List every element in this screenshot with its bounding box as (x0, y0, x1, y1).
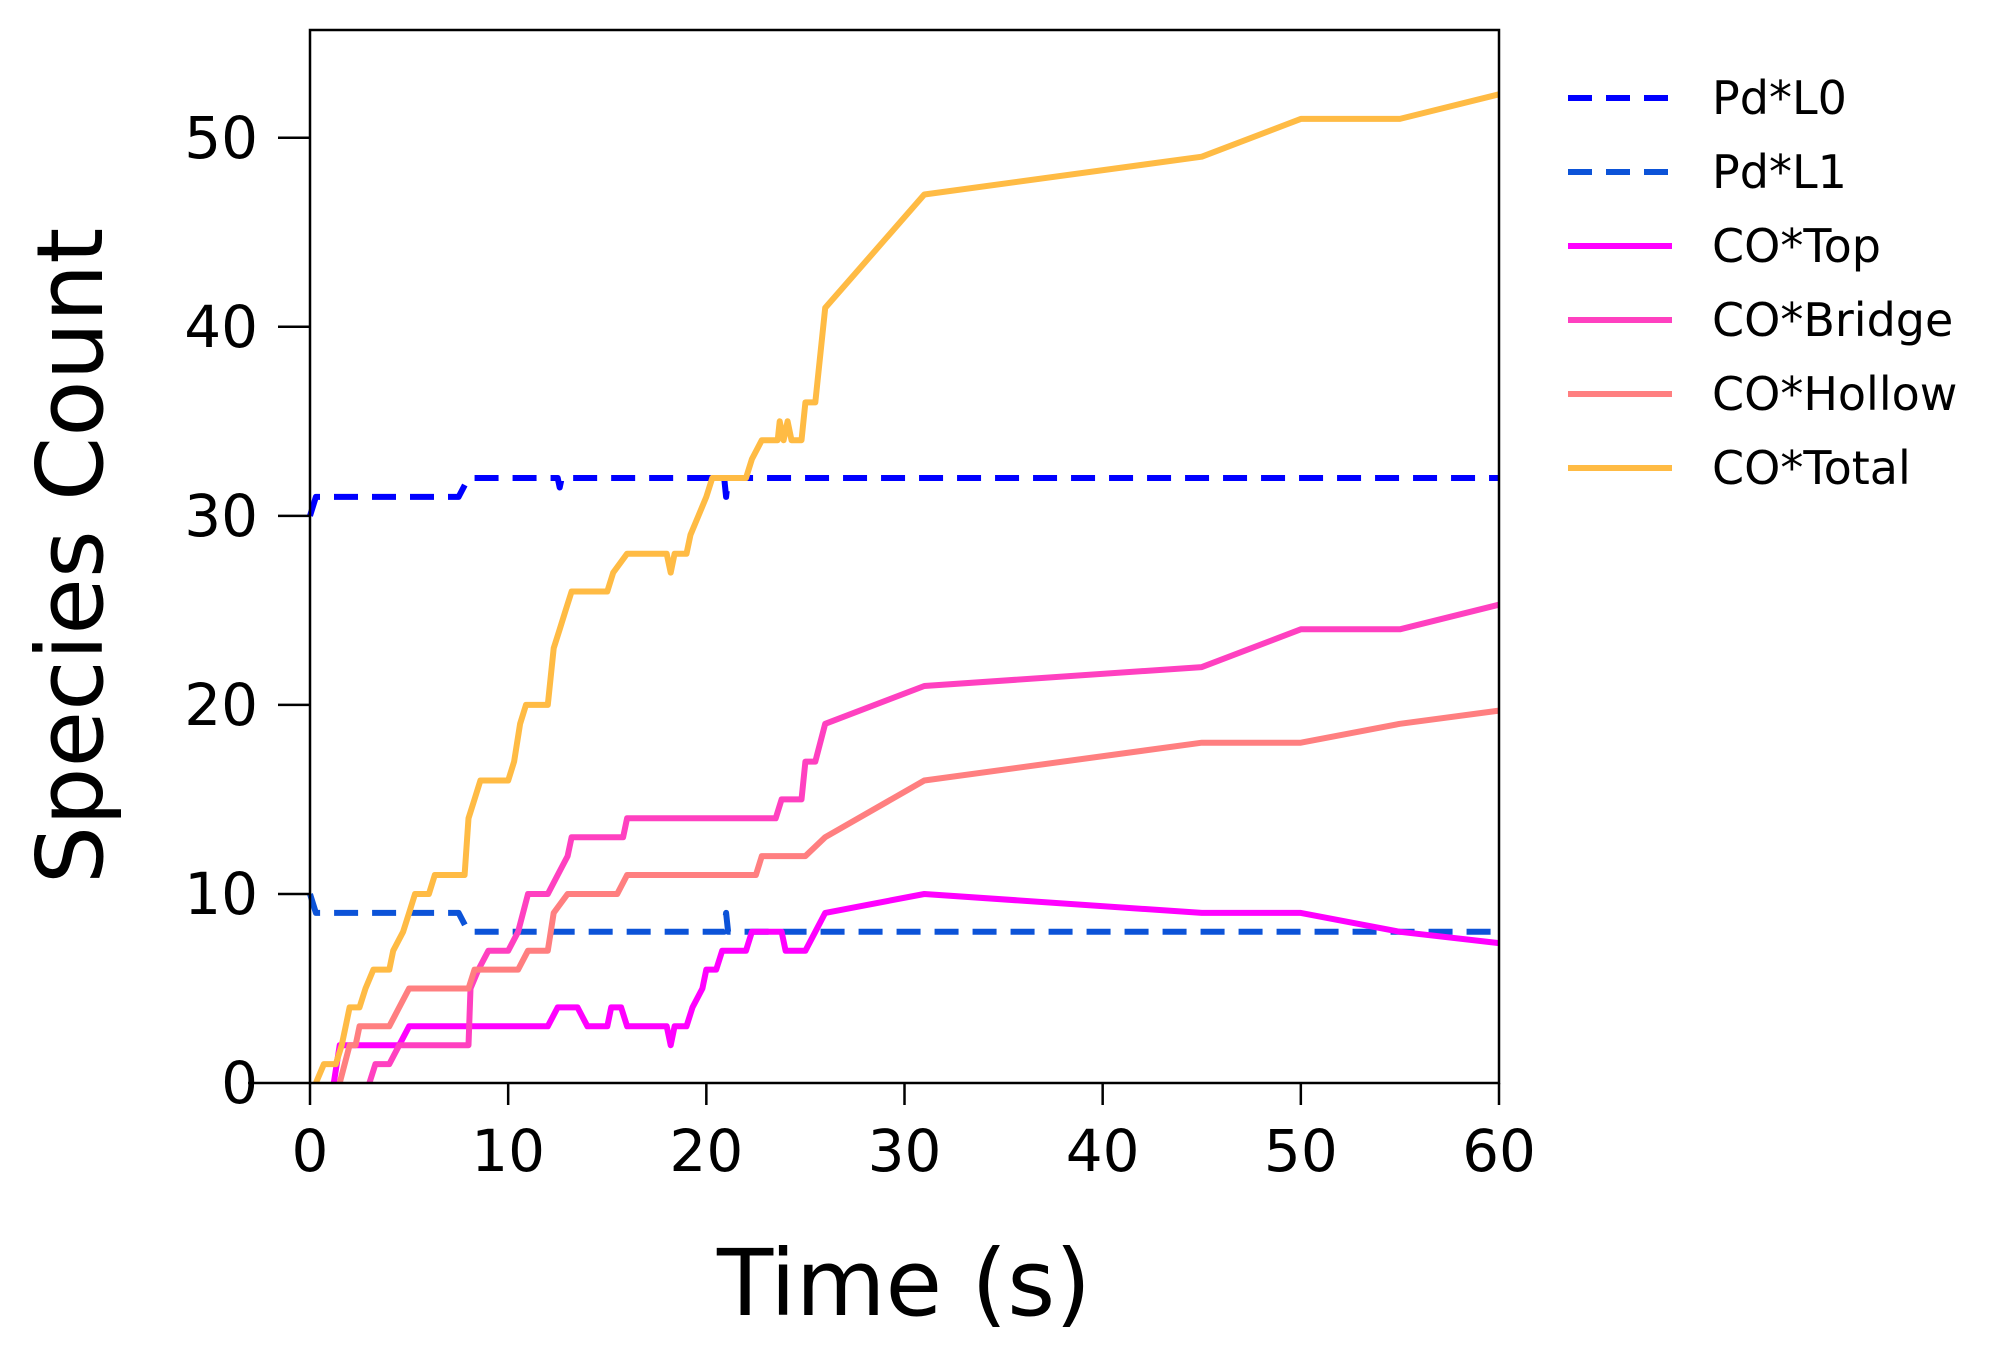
y-tick-label-4: 40 (184, 293, 258, 361)
y-axis-title: Species Count (17, 228, 124, 885)
series-line-5 (313, 91, 1500, 1085)
series-line-2 (330, 891, 1500, 1084)
legend: Pd*L0 Pd*L1 CO*Top CO*Bridge CO*Hollow CO*Tot… (1568, 71, 1957, 495)
legend-label-1: Pd*L1 (1712, 145, 1847, 199)
x-tick-label-3: 30 (868, 1117, 942, 1185)
y-tick-label-1: 10 (184, 860, 258, 928)
y-tick-label-5: 50 (184, 104, 258, 172)
series-line-0 (307, 475, 1499, 517)
x-tick-label-0: 0 (292, 1117, 329, 1185)
plot-frame (308, 28, 1501, 1085)
series-line-1 (307, 893, 1499, 935)
x-tick-label-6: 60 (1462, 1117, 1536, 1185)
y-axis-ticks: 0 10 20 30 40 50 (184, 104, 310, 1117)
x-axis-title: Time (s) (716, 1230, 1091, 1337)
series-line-4 (336, 707, 1500, 1084)
legend-label-4: CO*Hollow (1712, 367, 1957, 421)
y-tick-label-3: 30 (184, 482, 258, 550)
y-tick-label-0: 0 (221, 1049, 258, 1117)
x-tick-label-5: 50 (1264, 1117, 1338, 1185)
x-axis-ticks: 0 10 20 30 40 50 60 (292, 1083, 1536, 1185)
y-tick-label-2: 20 (184, 671, 258, 739)
x-tick-label-1: 10 (471, 1117, 545, 1185)
legend-label-3: CO*Bridge (1712, 293, 1953, 347)
legend-label-5: CO*Total (1712, 441, 1911, 495)
plot-lines (307, 91, 1500, 1085)
legend-label-0: Pd*L0 (1712, 71, 1847, 125)
legend-label-2: CO*Top (1712, 219, 1881, 273)
x-tick-label-2: 20 (669, 1117, 743, 1185)
x-tick-label-4: 40 (1066, 1117, 1140, 1185)
series-line-3 (366, 601, 1500, 1084)
